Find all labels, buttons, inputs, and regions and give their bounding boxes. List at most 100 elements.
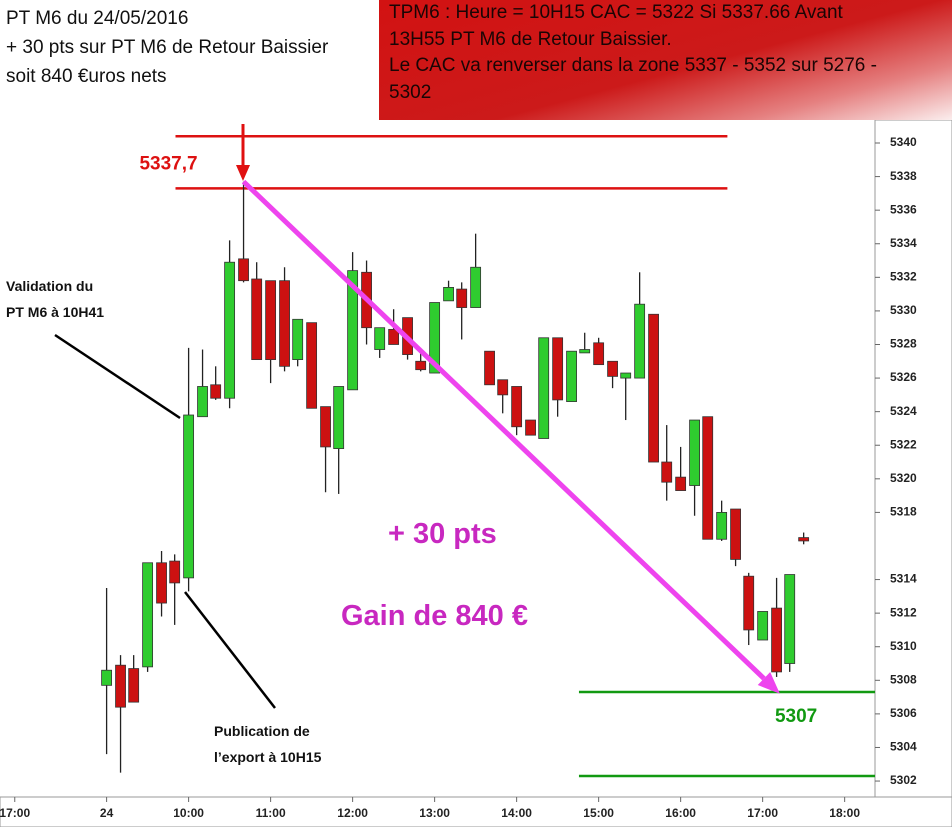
points-note: + 30 pts [388, 518, 497, 550]
notice-line: TPM6 : Heure = 10H15 CAC = 5322 Si 5337.… [389, 2, 843, 23]
candle-body [757, 611, 769, 641]
candle-body [142, 562, 154, 668]
plot-area: 5302 5304 5306 5308 5310 5312 5314 5318 5320 5322… [0, 135, 917, 820]
candle-body [702, 416, 714, 540]
notice-line: Le CAC va renverser dans la zone 5337 - … [389, 55, 877, 76]
candle-body [798, 537, 810, 542]
candle-body [716, 511, 728, 540]
header-line: PT M6 du 24/05/2016 [6, 8, 189, 29]
x-tick-label: 12:00 [337, 806, 368, 820]
y-axis-panel [874, 119, 952, 798]
y-tick-label: 5308 [890, 672, 917, 686]
header-line: + 30 pts sur PT M6 de Retour Baissier [6, 37, 329, 58]
candle-body [320, 406, 331, 448]
candle-body [415, 360, 427, 371]
candle-body [224, 261, 236, 399]
y-tick-label: 5340 [890, 135, 917, 149]
notice-line: 5302 [389, 81, 432, 103]
y-tick-label: 5324 [890, 404, 917, 418]
y-tick-label: 5318 [890, 505, 917, 519]
candle-body [661, 461, 673, 483]
candle-body [552, 337, 564, 401]
candle-body [333, 386, 345, 449]
y-tick-label: 5320 [890, 471, 917, 485]
y-tick-label: 5330 [890, 303, 917, 317]
y-tick-label: 5322 [890, 437, 917, 451]
trend-arrow-head [757, 672, 780, 694]
candle-body [238, 258, 249, 282]
note-line: Validation du [6, 278, 94, 294]
candle-body [374, 327, 386, 350]
candle-body [675, 476, 687, 491]
candle-body [648, 313, 659, 463]
candle-body [579, 349, 591, 354]
y-tick-label: 5338 [890, 169, 917, 183]
candle-body [484, 350, 495, 386]
candle-body [689, 419, 700, 486]
candle-body [593, 342, 605, 366]
candle-body [101, 669, 113, 686]
candle-body [183, 414, 195, 579]
candle-body [784, 574, 796, 664]
candle-body [429, 302, 441, 374]
level-label: 5337,7 [139, 153, 197, 174]
candle-body [115, 664, 126, 708]
note-line: PT M6 à 10H41 [6, 304, 105, 320]
x-tick-label: 24 [100, 806, 114, 820]
x-tick-label: 11:00 [256, 806, 286, 820]
y-tick-label: 5306 [890, 706, 917, 720]
candle-body [443, 287, 454, 302]
publication-note: Publication de l’export à 10H15 [214, 718, 321, 770]
candle-body [620, 372, 632, 379]
y-tick-label: 5326 [890, 370, 917, 384]
candle-body [169, 560, 181, 584]
x-tick-label: 18:00 [829, 806, 860, 820]
y-tick-label: 5302 [890, 773, 917, 787]
candle-body [607, 360, 618, 377]
candle-body [388, 328, 400, 345]
y-tick-label: 5328 [890, 337, 917, 351]
pointer-line [184, 591, 276, 709]
pointer-line [54, 333, 181, 420]
x-axis-panel [0, 796, 952, 827]
x-tick-label: 15:00 [583, 806, 614, 820]
notice-box: TPM6 : Heure = 10H15 CAC = 5322 Si 5337.… [379, 0, 952, 120]
candle-body [347, 270, 359, 391]
candle-body [197, 386, 208, 418]
x-tick-label: 17:00 [747, 806, 778, 820]
x-tick-label: 17:00 [0, 806, 30, 820]
note-line: Publication de [214, 723, 310, 739]
candle-body [265, 280, 277, 361]
candle-body [210, 384, 222, 399]
candle-body [743, 575, 755, 631]
candle-body [497, 379, 509, 396]
candle-body [251, 278, 263, 361]
y-tick-label: 5332 [890, 270, 917, 284]
x-tick-label: 14:00 [501, 806, 532, 820]
validation-note: Validation du PT M6 à 10H41 [6, 273, 104, 325]
candle-body [306, 322, 318, 409]
y-tick-label: 5312 [890, 605, 917, 619]
marker-arrow-head [236, 165, 250, 181]
y-tick-label: 5304 [890, 740, 917, 754]
y-tick-label: 5310 [890, 639, 917, 653]
header: PT M6 du 24/05/2016 + 30 pts sur PT M6 d… [6, 4, 328, 91]
candle-body [470, 266, 482, 308]
candle-body [128, 668, 140, 703]
x-tick-label: 16:00 [665, 806, 696, 820]
candle-body [566, 350, 577, 402]
candle-body [525, 419, 536, 436]
note-line: l’export à 10H15 [214, 749, 322, 765]
candle-body [511, 386, 523, 428]
x-tick-label: 10:00 [173, 806, 204, 820]
y-tick-label: 5334 [890, 236, 917, 250]
x-tick-label: 13:00 [419, 806, 450, 820]
y-tick-label: 5314 [890, 572, 917, 586]
trend-line [241, 179, 766, 681]
level-label: 5307 [775, 706, 817, 727]
header-line: soit 840 €uros nets [6, 66, 167, 87]
notice-line: 13H55 PT M6 de Retour Baissier. [389, 28, 672, 50]
candle-body [730, 508, 741, 560]
